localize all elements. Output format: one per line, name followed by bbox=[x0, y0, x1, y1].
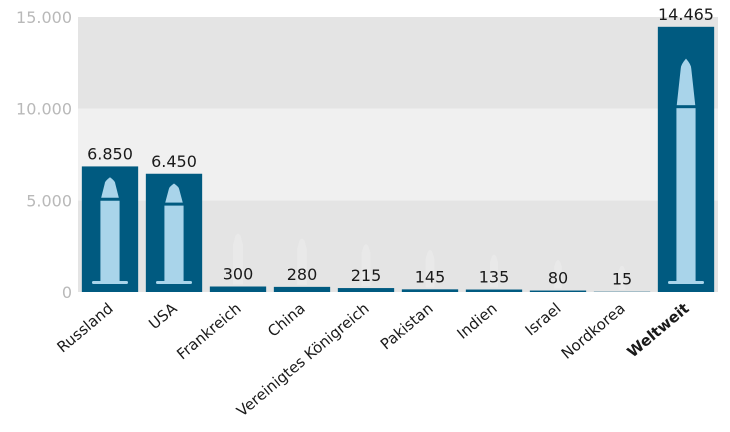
missile-icon bbox=[164, 183, 184, 284]
missile-icon bbox=[233, 233, 243, 285]
missile-band-icon bbox=[163, 202, 185, 206]
bars bbox=[81, 26, 715, 293]
bar bbox=[209, 286, 267, 292]
missile-icon bbox=[618, 265, 626, 290]
category-label: USA bbox=[145, 299, 181, 333]
category-label: Israel bbox=[522, 299, 565, 339]
missile-base-icon bbox=[155, 281, 193, 284]
grid-band bbox=[78, 17, 718, 109]
bar bbox=[401, 289, 459, 292]
missile-base-icon bbox=[91, 281, 129, 284]
category-label: Russland bbox=[53, 299, 116, 356]
background-bands bbox=[78, 17, 718, 292]
missile-icon bbox=[361, 244, 371, 287]
value-label: 6.450 bbox=[151, 152, 197, 171]
category-label: China bbox=[264, 299, 308, 340]
value-label: 14.465 bbox=[658, 5, 714, 24]
value-label: 280 bbox=[287, 265, 318, 284]
y-tick-label: 5.000 bbox=[26, 191, 72, 210]
missile-icon bbox=[425, 249, 435, 288]
y-tick-label: 15.000 bbox=[16, 8, 72, 27]
bar bbox=[337, 288, 395, 292]
value-labels: 6.850 6.450 300 280 215 145 135 80 15 14.465 bbox=[87, 5, 714, 289]
value-label: 6.850 bbox=[87, 144, 133, 163]
value-label: 15 bbox=[612, 270, 632, 289]
y-tick-label: 10.000 bbox=[16, 100, 72, 119]
bar bbox=[529, 290, 587, 292]
category-label: Weltweit bbox=[624, 299, 693, 361]
missile-icon bbox=[100, 177, 120, 284]
bar bbox=[465, 289, 523, 292]
value-label: 145 bbox=[415, 267, 446, 286]
missile-band-icon bbox=[675, 105, 697, 109]
y-axis-ticks: 0 5.000 10.000 15.000 bbox=[16, 8, 72, 302]
value-label: 135 bbox=[479, 268, 510, 287]
missile-icon bbox=[297, 238, 307, 285]
missile-icon bbox=[554, 260, 562, 289]
category-label: Indien bbox=[453, 299, 500, 343]
missile-base-icon bbox=[667, 281, 705, 284]
category-label: Pakistan bbox=[377, 299, 437, 353]
y-tick-label: 0 bbox=[62, 283, 72, 302]
category-label: Frankreich bbox=[173, 299, 244, 363]
missile-icon bbox=[676, 58, 696, 284]
category-label: Nordkorea bbox=[558, 299, 629, 363]
value-label: 215 bbox=[351, 266, 382, 285]
value-label: 80 bbox=[548, 269, 568, 288]
value-label: 300 bbox=[223, 265, 254, 284]
bar bbox=[273, 286, 331, 292]
missile-icon bbox=[490, 254, 498, 288]
missile-band-icon bbox=[99, 197, 121, 201]
